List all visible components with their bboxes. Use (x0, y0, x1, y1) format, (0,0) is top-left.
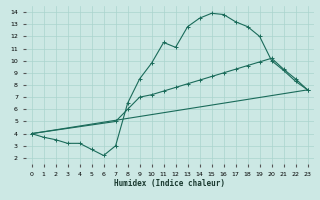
X-axis label: Humidex (Indice chaleur): Humidex (Indice chaleur) (114, 179, 225, 188)
